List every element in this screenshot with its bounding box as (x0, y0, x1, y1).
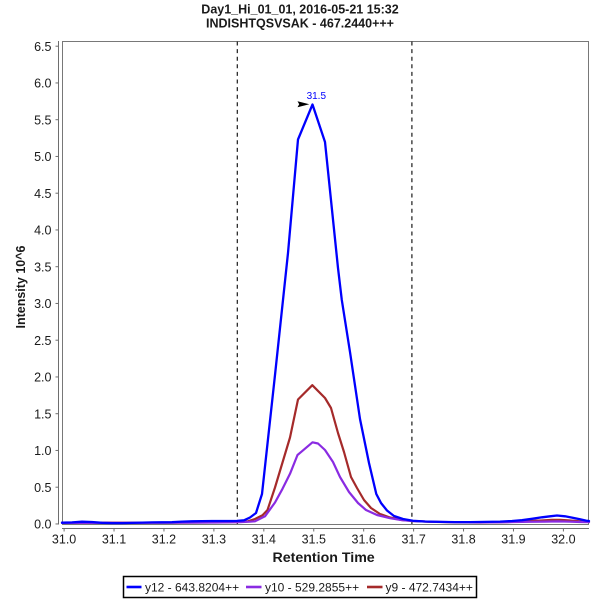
svg-text:31.7: 31.7 (401, 532, 425, 546)
svg-text:Retention Time: Retention Time (272, 550, 374, 566)
svg-text:2.0: 2.0 (34, 371, 51, 385)
svg-text:31.3: 31.3 (202, 532, 226, 546)
svg-text:1.0: 1.0 (34, 444, 51, 458)
svg-text:31.6: 31.6 (352, 532, 376, 546)
svg-text:INDISHTQSVSAK - 467.2440+++: INDISHTQSVSAK - 467.2440+++ (206, 17, 394, 31)
svg-text:31.4: 31.4 (252, 532, 276, 546)
svg-text:31.5: 31.5 (307, 91, 327, 102)
svg-text:y9 - 472.7434++: y9 - 472.7434++ (386, 580, 473, 594)
svg-text:3.5: 3.5 (34, 260, 51, 274)
svg-text:2.5: 2.5 (34, 334, 51, 348)
svg-text:y12 - 643.8204++: y12 - 643.8204++ (145, 580, 239, 594)
svg-text:31.2: 31.2 (152, 532, 176, 546)
svg-text:4.0: 4.0 (34, 224, 51, 238)
svg-text:0.0: 0.0 (34, 518, 51, 532)
svg-text:Day1_Hi_01_01, 2016-05-21 15:3: Day1_Hi_01_01, 2016-05-21 15:32 (201, 3, 398, 17)
svg-text:6.5: 6.5 (34, 40, 51, 54)
svg-text:31.8: 31.8 (451, 532, 475, 546)
svg-text:31.9: 31.9 (501, 532, 525, 546)
svg-text:32.0: 32.0 (551, 532, 575, 546)
svg-text:4.5: 4.5 (34, 187, 51, 201)
svg-text:Intensity 10^6: Intensity 10^6 (14, 245, 28, 328)
svg-text:1.5: 1.5 (34, 407, 51, 421)
svg-text:5.0: 5.0 (34, 150, 51, 164)
svg-text:31.0: 31.0 (52, 532, 76, 546)
svg-text:3.0: 3.0 (34, 297, 51, 311)
svg-text:31.1: 31.1 (102, 532, 126, 546)
svg-text:5.5: 5.5 (34, 113, 51, 127)
svg-text:y10 - 529.2855++: y10 - 529.2855++ (265, 580, 359, 594)
svg-text:6.0: 6.0 (34, 77, 51, 91)
svg-text:31.5: 31.5 (302, 532, 326, 546)
svg-text:0.5: 0.5 (34, 481, 51, 495)
